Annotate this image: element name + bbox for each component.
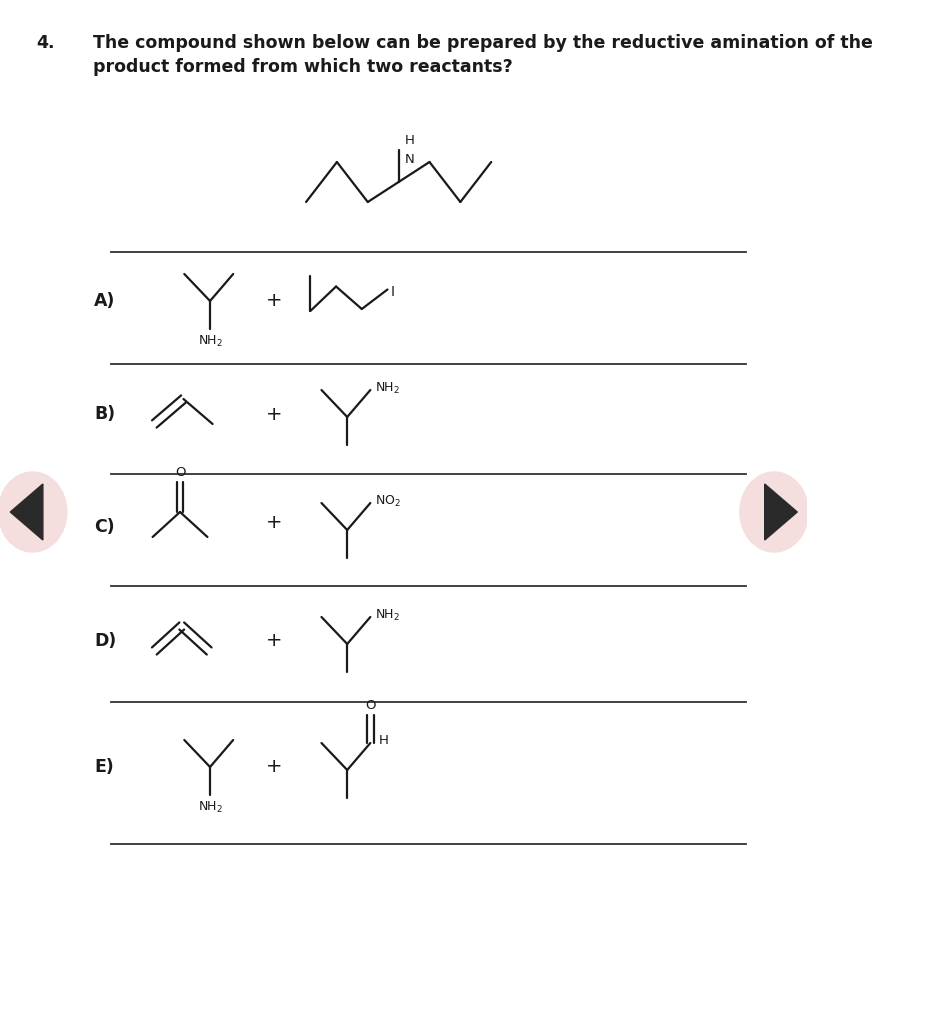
Text: NO$_2$: NO$_2$ — [375, 494, 402, 509]
Text: +: + — [266, 292, 282, 310]
Polygon shape — [765, 484, 797, 540]
Text: H: H — [379, 734, 389, 748]
Text: D): D) — [94, 632, 117, 650]
Polygon shape — [10, 484, 43, 540]
Text: +: + — [266, 404, 282, 424]
Circle shape — [0, 472, 67, 552]
Text: H: H — [405, 134, 415, 147]
Text: The compound shown below can be prepared by the reductive amination of the
produ: The compound shown below can be prepared… — [92, 34, 872, 77]
Text: O: O — [365, 699, 375, 712]
Text: NH$_2$: NH$_2$ — [375, 381, 401, 395]
Text: NH$_2$: NH$_2$ — [198, 800, 222, 815]
Text: 4.: 4. — [36, 34, 55, 52]
Text: B): B) — [94, 406, 116, 423]
Text: +: + — [266, 632, 282, 650]
Text: +: + — [266, 512, 282, 531]
Text: NH$_2$: NH$_2$ — [375, 607, 401, 623]
Text: +: + — [266, 758, 282, 776]
Text: C): C) — [94, 518, 115, 536]
Text: A): A) — [94, 292, 116, 310]
Text: N: N — [405, 153, 414, 166]
Text: O: O — [175, 466, 185, 479]
Text: NH$_2$: NH$_2$ — [198, 334, 222, 349]
Circle shape — [740, 472, 808, 552]
Text: E): E) — [94, 758, 114, 776]
Text: I: I — [391, 286, 395, 299]
